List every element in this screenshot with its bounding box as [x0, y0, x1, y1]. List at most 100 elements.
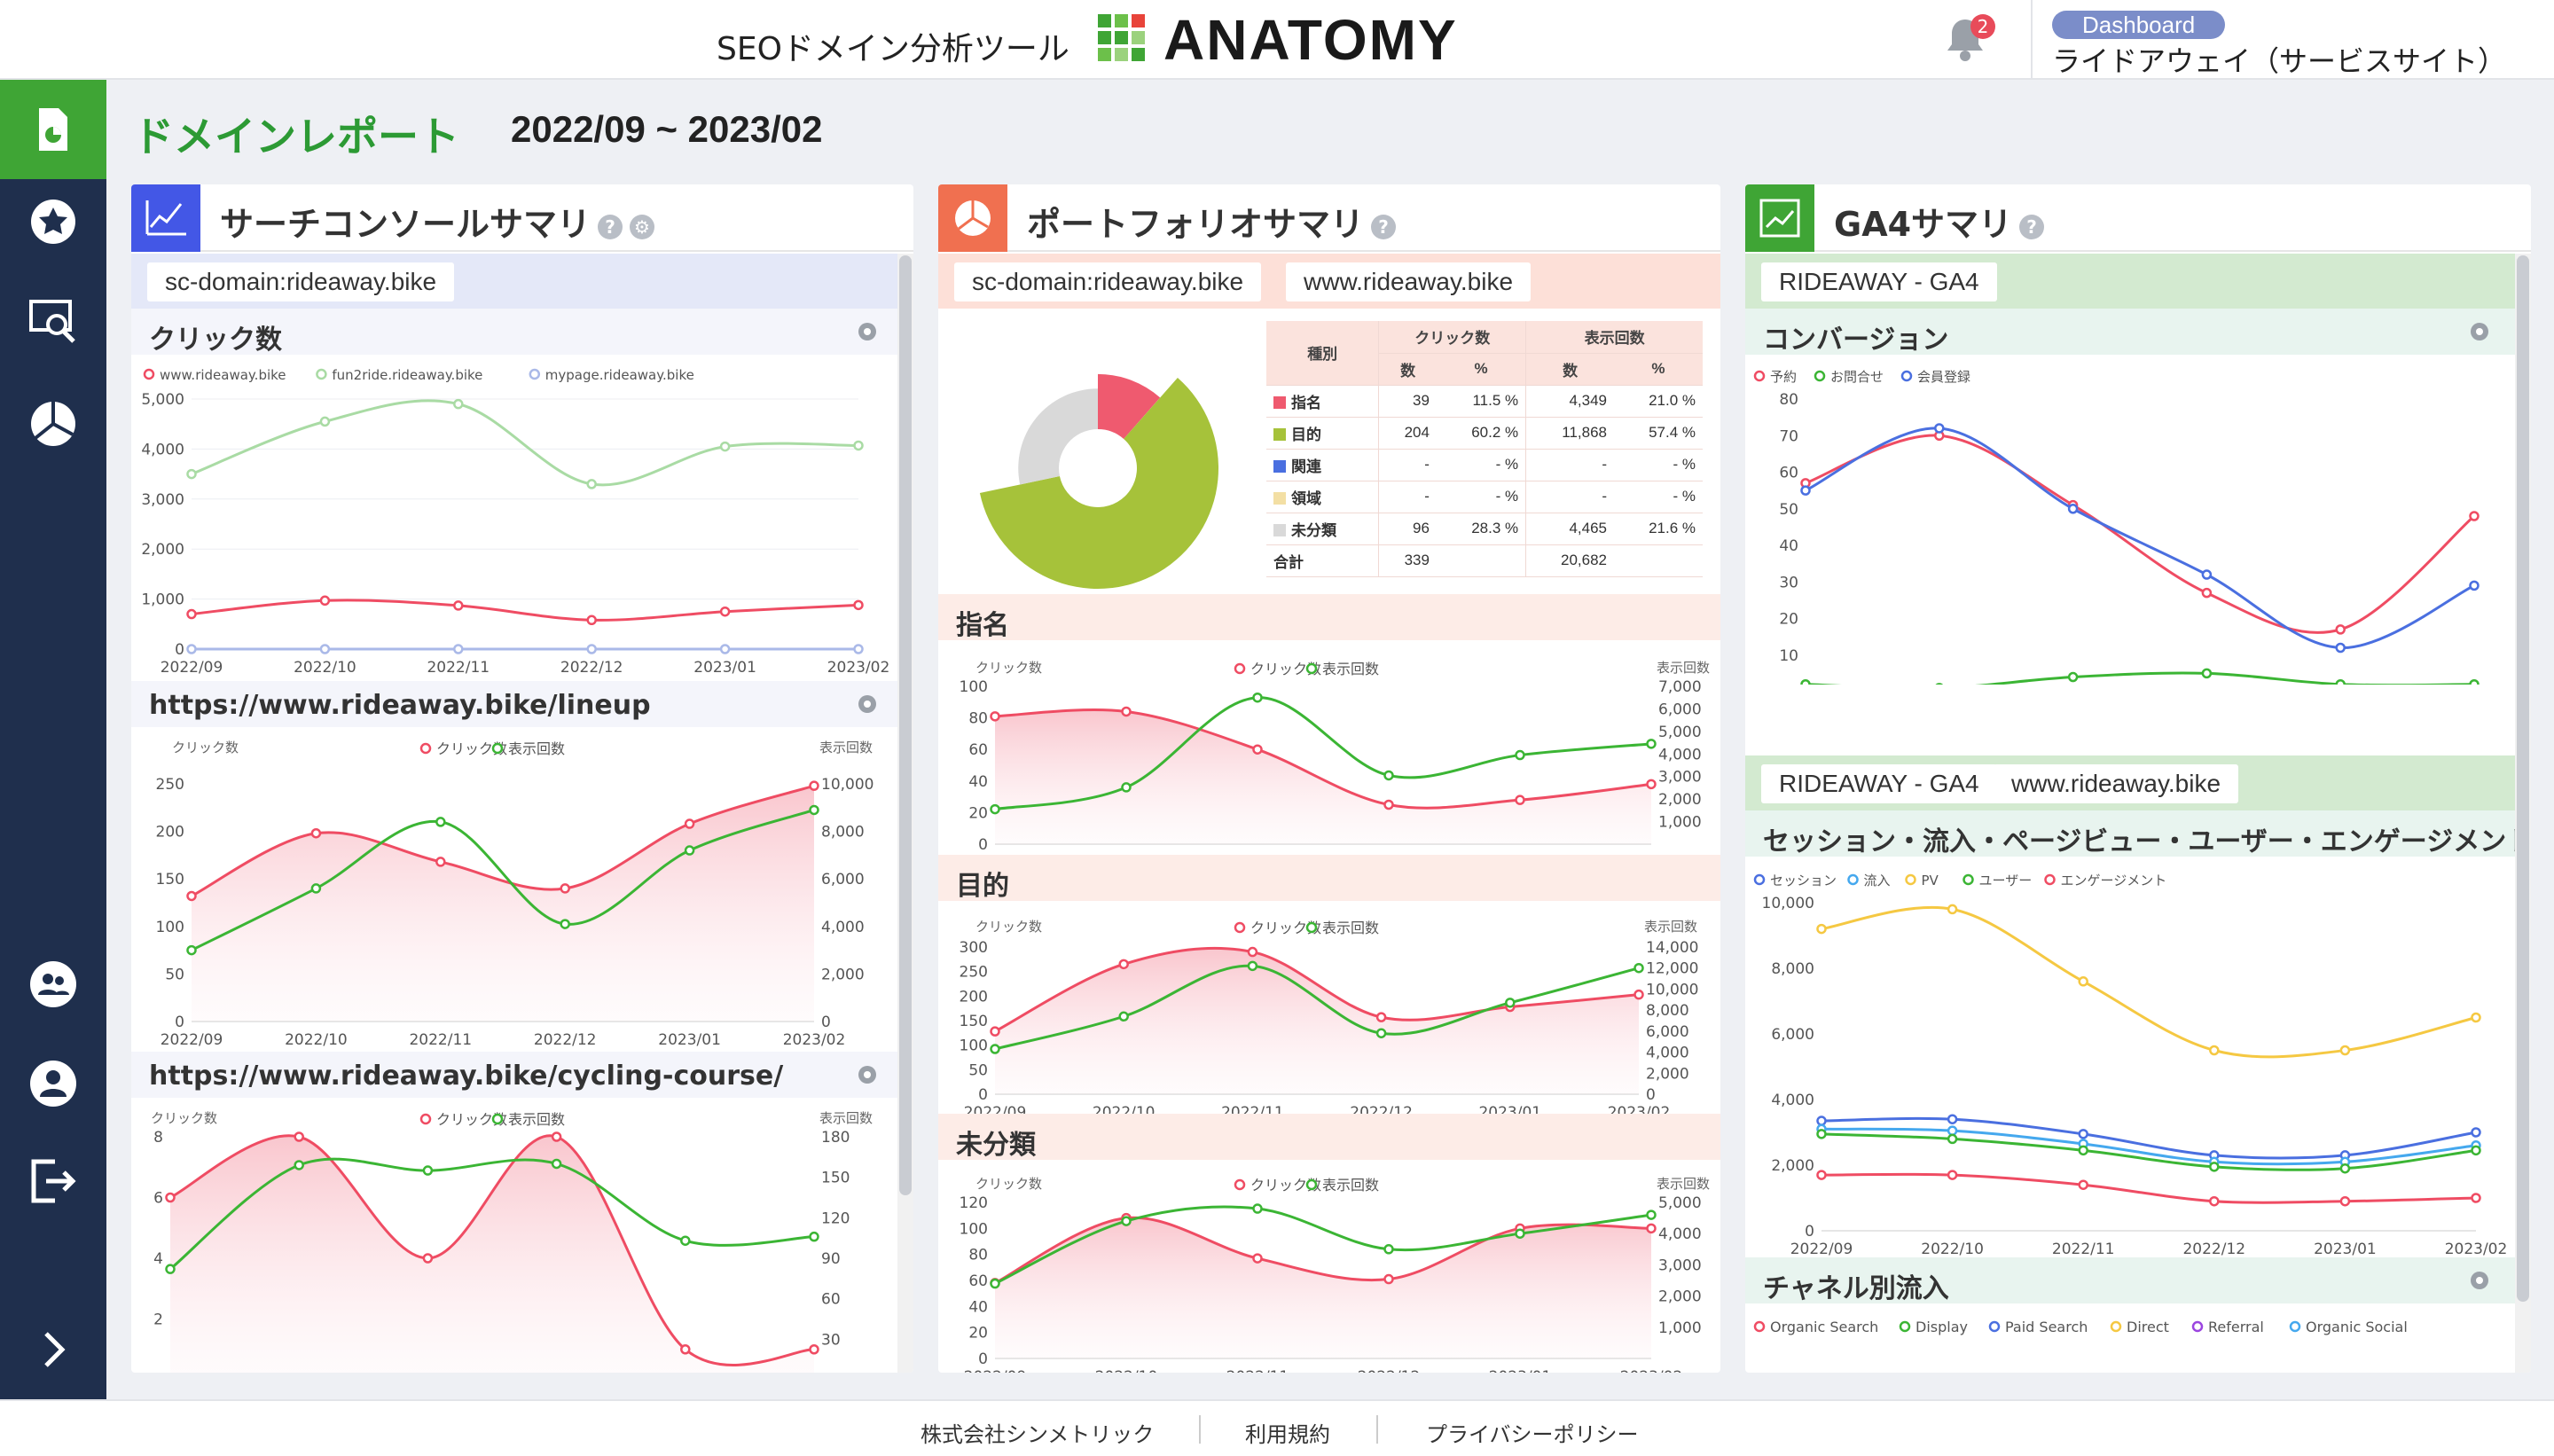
cell-text: 4,465 [1569, 520, 1607, 536]
terms-link[interactable]: 利用規約 [1245, 1422, 1330, 1447]
left-axis-label: クリック数 [975, 660, 1042, 676]
help-icon[interactable]: ? [1371, 214, 1397, 239]
x-tick-label: 2023/02 [2445, 1241, 2508, 1258]
legend-label: 会員登録 [1917, 369, 1970, 385]
data-point [551, 1158, 562, 1170]
y-tick-label: 0 [978, 836, 988, 854]
series-line [1821, 905, 2477, 1059]
gear-icon[interactable] [855, 692, 880, 716]
section-title: チャネル別流入 [1745, 1257, 2531, 1304]
data-point [1515, 1228, 1525, 1239]
cell-text: 未分類 [1291, 521, 1336, 539]
chevron-right-icon[interactable] [28, 1325, 78, 1374]
legend-label: クリック数 [1250, 661, 1321, 677]
row-kind: 指名 [1266, 385, 1379, 418]
data-point [990, 1044, 1000, 1054]
y-tick-label: 60 [968, 741, 988, 759]
row-clicks: 39 [1378, 385, 1437, 418]
legend-marker [1847, 873, 1859, 886]
row-impr: 20,682 [1525, 544, 1614, 577]
cell-text: - % [1673, 456, 1696, 473]
legend-label: 予約 [1770, 369, 1797, 385]
property-chip[interactable]: RIDEAWAY - GA4 [1761, 764, 1997, 803]
y-tick-label: 20 [968, 804, 988, 822]
data-point [1121, 1216, 1132, 1226]
dashboard-button[interactable]: Dashboard [2052, 11, 2226, 39]
property-chip[interactable]: www.rideaway.bike [1994, 764, 2239, 803]
x-tick-label: 2023/02 [1620, 1368, 1683, 1373]
star-icon[interactable] [28, 197, 78, 247]
y2-tick-label: 6,000 [1646, 1023, 1689, 1041]
y-tick-label: 100 [156, 919, 184, 936]
data-point [2339, 1045, 2351, 1056]
y-tick-label: 4,000 [141, 441, 184, 458]
y-tick-label: 0 [978, 1350, 988, 1368]
data-point [2339, 1162, 2351, 1174]
y-tick-label: 2,000 [1771, 1157, 1814, 1175]
users-icon[interactable] [28, 959, 78, 1009]
table-row: 領域 - - % - - % [1266, 481, 1703, 513]
panel-header: GA4サマリ? [1745, 184, 2531, 252]
domain-chip[interactable]: sc-domain:rideaway.bike [147, 262, 455, 301]
line-chart-icon [131, 184, 200, 252]
brand-name: ANATOMY [1163, 8, 1458, 72]
top-header: SEOドメイン分析ツール ANATOMY 2 Dashboard ライドアウェイ… [0, 0, 2554, 80]
scrollbar-thumb[interactable] [2517, 255, 2529, 1302]
scrollbar-thumb[interactable] [899, 255, 912, 1195]
help-icon[interactable]: ? [2019, 214, 2045, 239]
y2-tick-label: 12,000 [1646, 960, 1698, 978]
y-tick-label: 1,000 [141, 591, 184, 609]
legend-label: セッション [1770, 873, 1837, 888]
domain-chip[interactable]: www.rideaway.bike [1286, 262, 1532, 301]
domain-chip-bar: sc-domain:rideaway.bike [131, 254, 913, 309]
anatomy-logo-icon [1098, 14, 1146, 62]
y-tick-label: 8 [153, 1129, 163, 1147]
x-tick-label: 2022/11 [409, 1031, 472, 1049]
gear-icon[interactable] [855, 319, 880, 344]
data-point [1383, 770, 1394, 781]
x-tick-label: 2022/09 [1790, 1241, 1853, 1258]
data-point [1947, 1125, 1958, 1136]
sidebar-item-report[interactable] [0, 80, 106, 179]
gear-icon[interactable] [855, 1062, 880, 1087]
footer: 株式会社シンメトリック 利用規約 プライバシーポリシー [0, 1399, 2554, 1456]
data-point [2469, 580, 2480, 591]
settings-small-icon[interactable]: ⚙ [630, 214, 655, 239]
data-point [1646, 739, 1657, 749]
notification-button[interactable]: 2 [1942, 14, 1995, 64]
legend-marker [143, 368, 155, 380]
search-screen-icon[interactable] [28, 296, 78, 346]
data-point [684, 818, 695, 829]
data-point [310, 827, 322, 839]
help-icon[interactable]: ? [598, 214, 623, 239]
domain-chip[interactable]: sc-domain:rideaway.bike [954, 262, 1262, 301]
site-selector[interactable]: ライドアウェイ（サービスサイト） [2052, 44, 2507, 78]
cell-text: 204 [1404, 424, 1430, 441]
data-point [2209, 1162, 2220, 1172]
section-title: 未分類 [938, 1114, 1720, 1161]
gear-icon[interactable] [2467, 1268, 2492, 1293]
data-point [186, 468, 197, 480]
x-tick-label: 2022/09 [161, 659, 223, 677]
legend-label: 表示回数 [1322, 920, 1379, 936]
legend-swatch [1273, 491, 1286, 505]
logout-icon[interactable] [28, 1156, 78, 1206]
company-link[interactable]: 株式会社シンメトリック [921, 1422, 1155, 1447]
legend-label: Referral [2208, 1319, 2264, 1335]
data-point [1800, 485, 1811, 496]
pie-chart-icon[interactable] [28, 399, 78, 449]
data-point [551, 1131, 562, 1142]
y-tick-label: 50 [165, 966, 184, 983]
x-tick-label: 2023/01 [1489, 1368, 1552, 1373]
privacy-link[interactable]: プライバシーポリシー [1426, 1422, 1639, 1447]
data-point [1383, 1273, 1394, 1285]
x-tick-label: 2022/10 [1921, 1241, 1984, 1258]
user-icon[interactable] [28, 1059, 78, 1108]
legend-label: エンゲージメント [2061, 873, 2167, 888]
gear-icon[interactable] [2467, 319, 2492, 344]
data-point [2201, 587, 2213, 599]
property-chip[interactable]: RIDEAWAY - GA4 [1761, 262, 1997, 301]
y-tick-label: 60 [968, 1272, 988, 1290]
